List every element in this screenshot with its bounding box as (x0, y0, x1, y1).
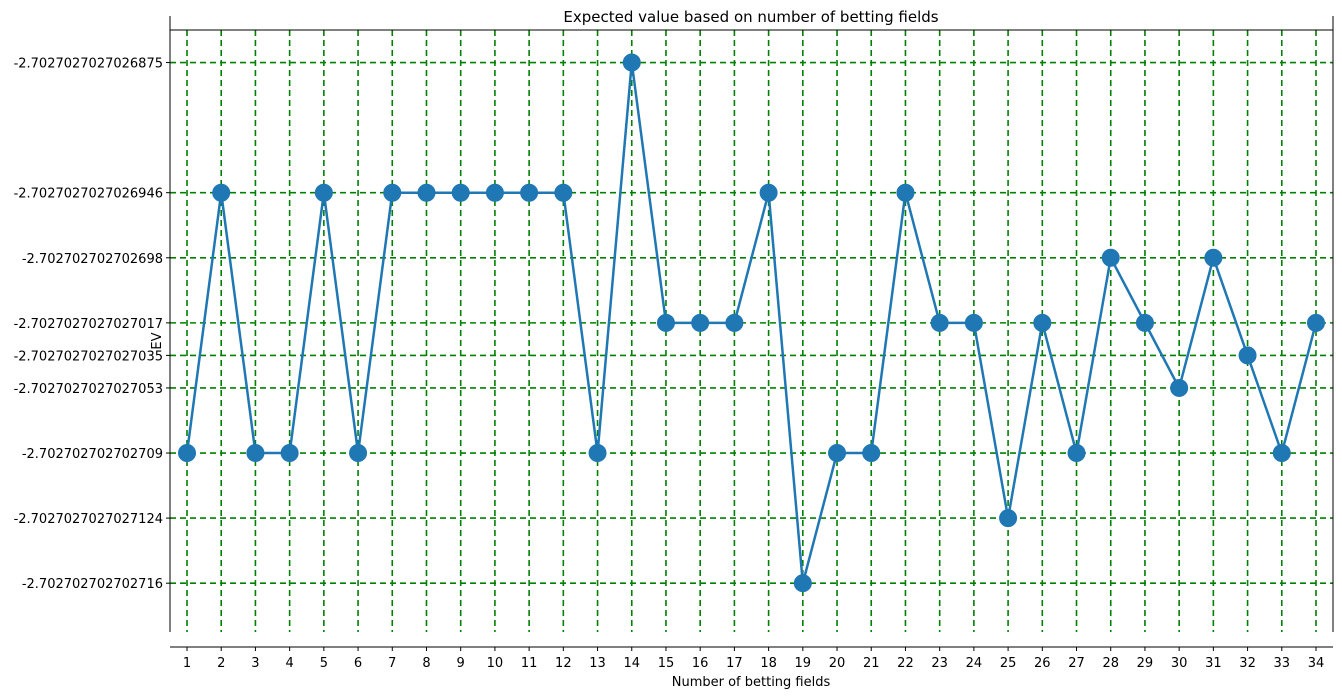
series (178, 53, 1325, 593)
x-tick-label: 21 (863, 656, 880, 671)
x-tick-label: 32 (1239, 656, 1256, 671)
data-point (862, 444, 881, 463)
data-point (280, 444, 299, 463)
x-tick-label: 10 (487, 656, 504, 671)
axes (169, 16, 1334, 648)
y-ticks: -2.7027027027026875 -2.7027027027026946 -2… (14, 57, 170, 592)
x-tick-label: 24 (966, 656, 983, 671)
x-tick-label: 17 (726, 656, 743, 671)
data-point (246, 444, 265, 463)
data-point (930, 313, 949, 332)
x-tick-label: 20 (829, 656, 846, 671)
data-point (828, 444, 847, 463)
data-point (417, 183, 436, 202)
x-tick-label: 33 (1274, 656, 1291, 671)
data-point (896, 183, 915, 202)
data-point (383, 183, 402, 202)
data-point (588, 444, 607, 463)
x-tick-label: 6 (354, 656, 362, 671)
data-point (1101, 248, 1120, 267)
x-tick-label: 5 (320, 656, 328, 671)
y-tick-label: -2.702702702702698 (22, 252, 163, 267)
x-tick-label: 2 (217, 656, 225, 671)
x-tick-label: 22 (897, 656, 914, 671)
chart-title: Expected value based on number of bettin… (563, 8, 938, 26)
x-tick-label: 26 (1034, 656, 1051, 671)
data-point (691, 313, 710, 332)
data-point (1204, 248, 1223, 267)
y-axis-label: EV (150, 332, 165, 349)
data-point (178, 444, 196, 463)
x-tick-label: 28 (1102, 656, 1119, 671)
data-point (1272, 444, 1291, 463)
x-tick-label: 16 (692, 656, 709, 671)
x-ticks: 1 2 3 4 5 6 7 8 9 10 11 12 13 14 15 16 17 18 19 20 21 22 23 24 2… (183, 647, 1324, 671)
data-point (1170, 378, 1189, 397)
data-point (656, 313, 675, 332)
x-tick-label: 29 (1137, 656, 1154, 671)
x-tick-label: 13 (589, 656, 606, 671)
x-tick-label: 25 (1000, 656, 1017, 671)
x-tick-label: 27 (1068, 656, 1085, 671)
x-tick-label: 14 (623, 656, 640, 671)
series-line (185, 61, 1318, 585)
x-tick-label: 7 (388, 656, 396, 671)
x-tick-label: 4 (285, 656, 293, 671)
y-tick-label: -2.7027027027027035 (14, 349, 163, 364)
x-tick-label: 8 (422, 656, 430, 671)
y-tick-label: -2.7027027027027017 (14, 317, 163, 332)
y-tick-label: -2.702702702702716 (22, 577, 163, 592)
data-point (999, 509, 1018, 528)
x-axis-label: Number of betting fields (672, 675, 831, 690)
x-tick-label: 3 (251, 656, 259, 671)
data-point (725, 313, 744, 332)
x-tick-label: 31 (1205, 656, 1222, 671)
y-tick-label: -2.7027027027026946 (14, 187, 163, 202)
x-tick-label: 18 (760, 656, 777, 671)
data-point (1067, 444, 1086, 463)
data-point (520, 183, 539, 202)
data-point (349, 444, 368, 463)
data-point (1033, 313, 1052, 332)
data-point (622, 53, 641, 72)
data-point (451, 183, 470, 202)
y-tick-label: -2.7027027027027124 (14, 512, 163, 527)
y-tick-label: -2.702702702702709 (22, 447, 163, 462)
x-tick-label: 34 (1308, 656, 1325, 671)
data-point (964, 313, 983, 332)
data-point (1307, 313, 1325, 332)
data-point (1135, 313, 1154, 332)
x-tick-label: 19 (795, 656, 812, 671)
x-tick-label: 11 (521, 656, 538, 671)
data-point (759, 183, 778, 202)
x-tick-label: 30 (1171, 656, 1188, 671)
data-point (314, 183, 333, 202)
data-point (554, 183, 573, 202)
data-point (793, 574, 812, 593)
data-point (212, 183, 231, 202)
data-point (485, 183, 504, 202)
x-tick-label: 15 (658, 656, 675, 671)
x-tick-label: 9 (457, 656, 465, 671)
x-tick-label: 23 (931, 656, 948, 671)
x-tick-label: 12 (555, 656, 572, 671)
y-tick-label: -2.7027027027026875 (14, 57, 163, 72)
y-tick-label: -2.7027027027027053 (14, 382, 163, 397)
data-point (1238, 346, 1257, 365)
x-tick-label: 1 (183, 656, 191, 671)
